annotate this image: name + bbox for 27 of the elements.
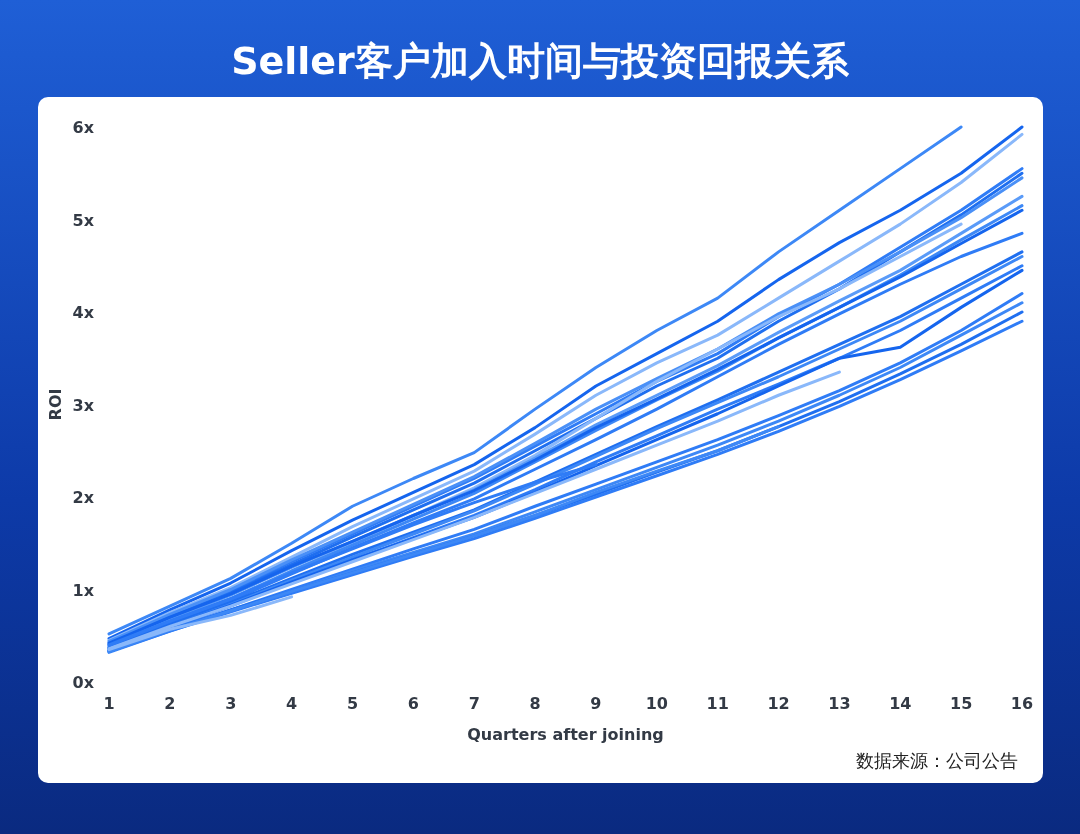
x-tick-label: 10 [645,694,668,713]
x-tick-label: 6 [407,694,419,713]
y-axis-title: ROI [46,388,65,421]
y-tick-label: 5x [72,210,95,230]
y-tick-label: 4x [72,303,95,322]
x-tick-label: 11 [706,694,729,713]
x-tick-label: 2 [164,694,176,713]
x-tick-label: 8 [529,694,541,713]
y-tick-label: 3x [72,395,95,415]
y-tick-label: 6x [72,118,95,137]
x-tick-label: 3 [225,694,237,713]
x-tick-label: 13 [828,694,851,713]
x-tick-label: 4 [286,694,298,713]
y-tick-label: 2x [72,488,95,507]
x-tick-label: 15 [950,694,973,713]
x-tick-label: 7 [468,694,480,713]
chart-title: Seller客户加入时间与投资回报关系 [231,39,850,83]
x-tick-label: 16 [1010,694,1034,713]
y-tick-label: 0x [72,673,95,692]
source-note: 数据来源：公司公告 [856,750,1018,771]
x-tick-label: 1 [103,694,115,713]
x-tick-label: 14 [889,694,912,713]
x-axis-title: Quarters after joining [467,725,664,744]
x-tick-label: 12 [767,694,790,713]
y-tick-label: 1x [72,580,95,600]
x-tick-label: 9 [590,694,602,713]
x-tick-label: 5 [346,694,359,713]
